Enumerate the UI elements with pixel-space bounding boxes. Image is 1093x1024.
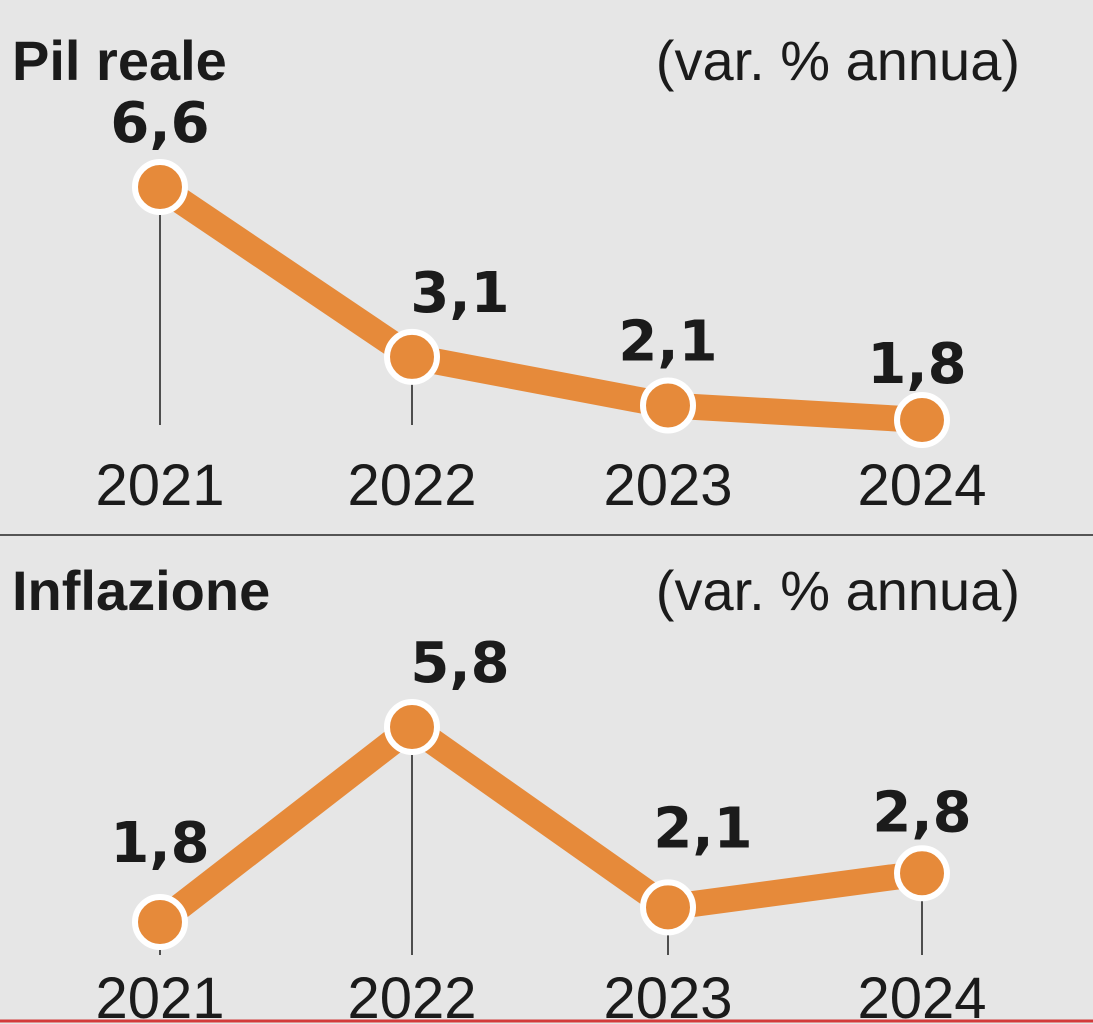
data-label-2021: 1,8 bbox=[110, 811, 209, 876]
chart-title: Pil reale bbox=[12, 29, 227, 92]
data-label-2022: 5,8 bbox=[410, 631, 509, 696]
data-points bbox=[132, 699, 950, 950]
x-tick-label-2022: 2022 bbox=[347, 453, 476, 518]
data-label-2024: 2,8 bbox=[872, 780, 971, 845]
data-labels: 6,6 3,1 2,1 1,8 bbox=[110, 91, 966, 397]
data-label-2022: 3,1 bbox=[410, 261, 509, 326]
data-point-2021 bbox=[132, 159, 188, 215]
x-tick-label-2023: 2023 bbox=[603, 453, 732, 518]
data-point-2023 bbox=[640, 879, 696, 936]
panel-inflazione: Inflazione (var. % annua) 1,8 5,8 2,1 2,8 2… bbox=[12, 559, 1020, 1024]
chart-unit: (var. % annua) bbox=[656, 29, 1020, 92]
data-point-2022 bbox=[384, 699, 440, 755]
chart-unit: (var. % annua) bbox=[656, 559, 1020, 622]
data-points bbox=[132, 159, 950, 448]
data-label-2023: 2,1 bbox=[653, 796, 752, 861]
data-point-2024 bbox=[894, 845, 950, 902]
data-label-2021: 6,6 bbox=[110, 91, 209, 156]
x-tick-labels: 2021 2022 2023 2024 bbox=[95, 453, 986, 518]
data-point-2024 bbox=[894, 392, 950, 448]
x-tick-label-2021: 2021 bbox=[95, 966, 224, 1024]
series-line bbox=[147, 714, 935, 935]
x-tick-label-2023: 2023 bbox=[603, 966, 732, 1024]
data-label-2023: 2,1 bbox=[618, 309, 717, 374]
panel-pil-reale: Pil reale (var. % annua) 6,6 3,1 2,1 1,8 20… bbox=[12, 29, 1020, 518]
data-point-2021 bbox=[132, 894, 188, 950]
x-tick-label-2024: 2024 bbox=[857, 453, 986, 518]
x-tick-label-2021: 2021 bbox=[95, 453, 224, 518]
x-tick-labels: 2021 2022 2023 2024 bbox=[95, 966, 986, 1024]
x-tick-label-2022: 2022 bbox=[347, 966, 476, 1024]
x-tick-label-2024: 2024 bbox=[857, 966, 986, 1024]
data-labels: 1,8 5,8 2,1 2,8 bbox=[110, 631, 971, 876]
chart-title: Inflazione bbox=[12, 559, 270, 622]
data-point-2023 bbox=[640, 377, 696, 434]
data-label-2024: 1,8 bbox=[867, 332, 966, 397]
series-line bbox=[147, 174, 935, 433]
data-point-2022 bbox=[384, 328, 440, 385]
